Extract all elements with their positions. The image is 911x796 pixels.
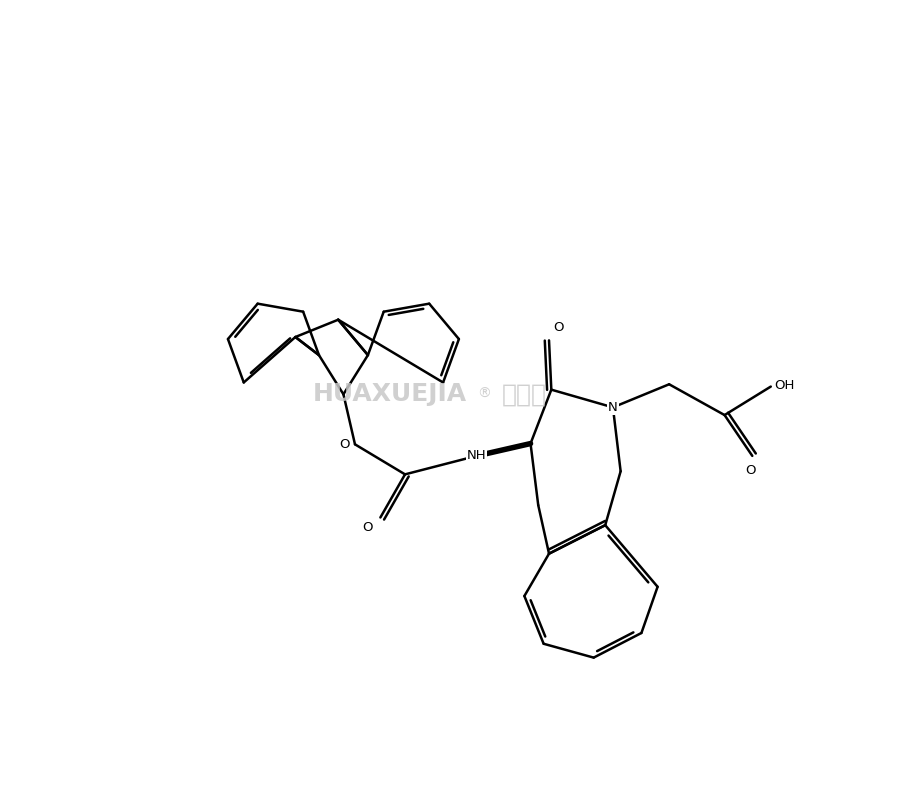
- Text: O: O: [362, 521, 373, 534]
- Text: HUAXUEJIA: HUAXUEJIA: [312, 382, 466, 406]
- Text: NH: NH: [466, 450, 486, 462]
- Text: ®: ®: [476, 388, 491, 401]
- Text: O: O: [553, 322, 564, 334]
- Text: N: N: [608, 401, 617, 414]
- Text: O: O: [339, 438, 349, 451]
- Text: OH: OH: [773, 379, 794, 392]
- Text: 化学加: 化学加: [501, 382, 547, 406]
- Text: O: O: [744, 463, 755, 477]
